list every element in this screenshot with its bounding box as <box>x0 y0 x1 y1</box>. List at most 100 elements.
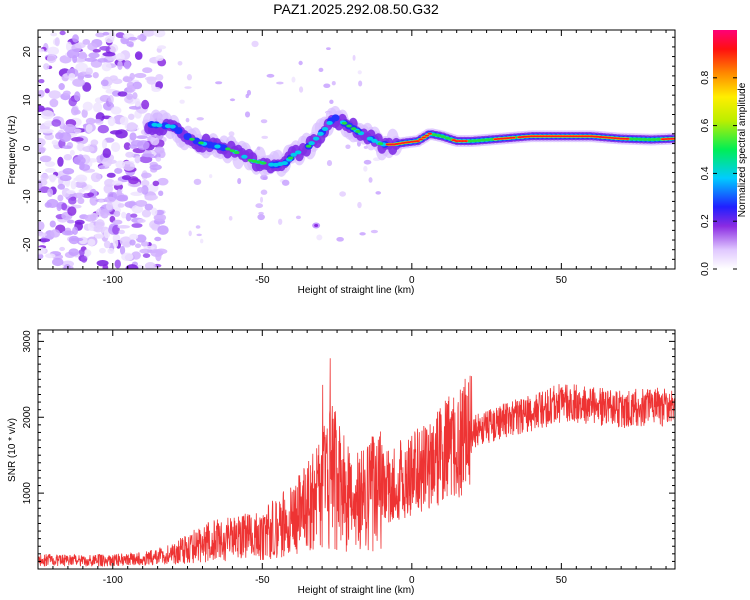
noise-blob <box>122 76 133 83</box>
noise-blob <box>131 204 144 214</box>
noise-blob <box>43 63 50 70</box>
noise-blob <box>80 255 88 263</box>
ridge-green <box>440 135 447 139</box>
noise-blob <box>65 41 72 52</box>
noise-blob <box>107 247 115 255</box>
noise-blob <box>314 224 319 228</box>
noise-blob <box>71 136 84 142</box>
noise-blob <box>115 32 125 39</box>
noise-blob <box>115 160 126 169</box>
ridge-green <box>234 151 240 155</box>
noise-blob <box>44 88 50 94</box>
noise-blob <box>295 215 301 220</box>
noise-blob <box>130 140 144 147</box>
ridge-green <box>189 137 195 141</box>
noise-blob <box>141 209 152 218</box>
ridge-green <box>350 127 357 131</box>
noise-blob <box>323 83 331 89</box>
noise-blob <box>121 211 127 219</box>
noise-blob <box>82 101 93 111</box>
noise-blob <box>38 252 44 260</box>
x-tick-label: 50 <box>556 575 568 586</box>
noise-blob <box>47 46 60 56</box>
ridge-blue <box>219 144 228 152</box>
noise-blob <box>70 106 79 116</box>
noise-blob <box>74 42 86 49</box>
noise-blob <box>193 178 202 185</box>
noise-blob <box>329 99 334 105</box>
noise-blob <box>38 238 51 243</box>
noise-blob <box>85 123 93 133</box>
ridge-blue <box>183 133 192 141</box>
noise-blob <box>228 131 235 137</box>
noise-blob <box>196 117 204 121</box>
noise-blob <box>129 132 137 141</box>
noise-blob <box>98 247 106 254</box>
ridge-green <box>260 161 267 165</box>
noise-blob <box>142 253 151 258</box>
noise-blob <box>47 188 54 198</box>
noise-blob <box>68 248 80 257</box>
noise-blob <box>87 42 98 51</box>
ridge-green <box>435 134 442 138</box>
noise-blob <box>38 179 43 190</box>
noise-blob <box>318 67 324 72</box>
snr-ylabel: SNR (10 * v/v) <box>7 418 18 482</box>
noise-blob <box>90 172 102 183</box>
noise-blob <box>118 229 125 235</box>
ridge-green <box>355 129 361 133</box>
noise-blob <box>49 98 59 108</box>
noise-blob <box>100 79 109 87</box>
noise-blob <box>345 144 351 150</box>
noise-blob <box>149 164 162 171</box>
noise-blob <box>95 219 105 230</box>
noise-blob <box>119 116 129 126</box>
ridge-green <box>485 138 491 142</box>
noise-blob <box>95 32 105 38</box>
ridge-green <box>247 158 254 162</box>
noise-blob <box>134 51 143 60</box>
noise-blob <box>115 129 128 139</box>
noise-blob <box>229 98 236 102</box>
noise-blob <box>106 172 116 178</box>
ridge-red <box>624 137 630 140</box>
noise-blob <box>179 99 185 104</box>
noise-blob <box>82 39 91 45</box>
ridge-cyan <box>294 150 302 155</box>
noise-blob <box>51 140 59 146</box>
noise-blob <box>38 232 48 237</box>
noise-blob <box>131 223 143 228</box>
x-tick-label: -100 <box>103 275 123 286</box>
noise-blob <box>363 165 368 172</box>
snr-series-line <box>38 358 675 568</box>
noise-blob <box>46 54 57 64</box>
noise-blob <box>62 168 75 175</box>
ridge-green <box>476 138 482 142</box>
noise-blob <box>155 156 162 162</box>
noise-blob <box>38 89 45 98</box>
noise-blob <box>116 194 128 202</box>
noise-blob <box>48 90 61 100</box>
y-tick-label: -10 <box>22 189 33 204</box>
noise-blob <box>101 62 112 72</box>
noise-blob <box>54 37 60 47</box>
noise-blob <box>125 151 135 158</box>
noise-blob <box>266 73 275 78</box>
noise-blob <box>128 176 139 185</box>
noise-blob <box>358 80 363 87</box>
noise-blob <box>261 135 269 139</box>
ridge-cyan <box>281 161 288 166</box>
noise-blob <box>57 183 66 190</box>
noise-blob <box>363 159 372 165</box>
y-tick-label: 2000 <box>22 406 33 429</box>
ridge-cyan <box>308 141 315 146</box>
noise-blob <box>154 146 165 154</box>
noise-blob <box>112 238 119 248</box>
noise-blob <box>244 111 251 118</box>
noise-blob <box>72 78 86 87</box>
noise-blob <box>326 160 333 167</box>
noise-blob <box>58 83 65 91</box>
ridge-cyan <box>169 124 176 129</box>
